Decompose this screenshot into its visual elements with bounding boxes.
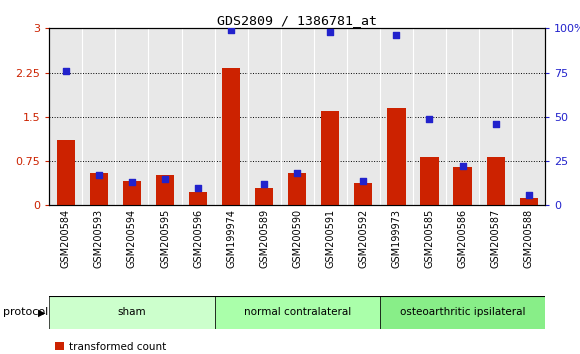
Text: protocol: protocol	[3, 307, 48, 318]
Bar	[255, 188, 273, 205]
Bar	[487, 157, 505, 205]
Text: GSM200595: GSM200595	[160, 209, 170, 268]
Point	[358, 178, 368, 183]
Bar	[387, 108, 405, 205]
Bar	[420, 157, 438, 205]
Text: sham: sham	[118, 307, 146, 318]
Bar	[57, 141, 75, 205]
Bar	[123, 181, 141, 205]
Point	[325, 29, 335, 35]
Bar	[288, 173, 306, 205]
Point	[127, 179, 137, 185]
Bar	[90, 173, 108, 205]
Title: GDS2809 / 1386781_at: GDS2809 / 1386781_at	[218, 14, 377, 27]
Bar	[354, 183, 372, 205]
Text: ▶: ▶	[38, 307, 45, 318]
Text: GSM200593: GSM200593	[94, 209, 104, 268]
Point	[259, 181, 269, 187]
Point	[61, 68, 71, 74]
Bar	[222, 68, 240, 205]
Text: normal contralateral: normal contralateral	[244, 307, 351, 318]
Text: GSM200591: GSM200591	[325, 209, 335, 268]
Bar	[454, 167, 472, 205]
Text: GSM200586: GSM200586	[458, 209, 467, 268]
Bar	[189, 192, 207, 205]
Text: GSM200592: GSM200592	[358, 209, 368, 268]
Text: GSM200596: GSM200596	[193, 209, 203, 268]
Text: GSM200585: GSM200585	[425, 209, 434, 268]
Point	[491, 121, 500, 127]
Point	[193, 185, 203, 190]
Point	[226, 27, 235, 33]
Text: GSM200584: GSM200584	[61, 209, 71, 268]
Point	[425, 116, 434, 121]
Bar	[156, 175, 174, 205]
Point	[160, 176, 169, 182]
Text: GSM200594: GSM200594	[127, 209, 137, 268]
Text: GSM200590: GSM200590	[292, 209, 302, 268]
Point	[292, 171, 302, 176]
Bar	[520, 198, 538, 205]
Point	[94, 172, 103, 178]
Legend: transformed count, percentile rank within the sample: transformed count, percentile rank withi…	[55, 342, 245, 354]
Text: GSM200588: GSM200588	[524, 209, 534, 268]
Bar	[49, 296, 215, 329]
Text: GSM199973: GSM199973	[392, 209, 401, 268]
Point	[392, 33, 401, 38]
Point	[458, 164, 467, 169]
Text: GSM200587: GSM200587	[491, 209, 501, 268]
Bar	[215, 296, 380, 329]
Text: GSM200589: GSM200589	[259, 209, 269, 268]
Bar	[321, 111, 339, 205]
Text: GSM199974: GSM199974	[226, 209, 236, 268]
Text: osteoarthritic ipsilateral: osteoarthritic ipsilateral	[400, 307, 525, 318]
Point	[524, 192, 533, 198]
Bar	[380, 296, 545, 329]
